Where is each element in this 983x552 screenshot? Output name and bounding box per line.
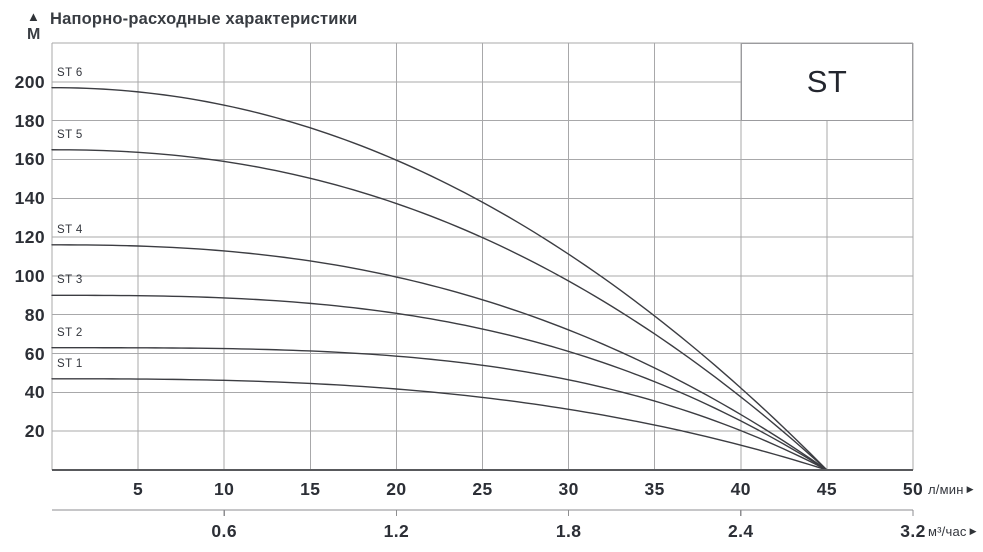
x2-tick-label: 3.2 xyxy=(900,521,926,541)
x-tick-label: 40 xyxy=(730,479,751,499)
x2-tick-label: 1.2 xyxy=(383,521,410,541)
y-tick-label: 100 xyxy=(14,265,45,286)
y-tick-label: 60 xyxy=(24,343,45,364)
y-axis-arrow-icon: ▲ xyxy=(27,9,40,24)
series-family-badge-label: ST xyxy=(806,64,848,99)
x-axis-unit-label: л/мин ▶ xyxy=(928,482,974,497)
x-tick-label: 5 xyxy=(133,479,144,499)
x-tick-label: 15 xyxy=(300,479,321,499)
pump-curve xyxy=(51,149,828,471)
pump-curve xyxy=(51,86,828,471)
x2-axis-unit-label: м³/час ▶ xyxy=(928,524,977,539)
x-tick-label: 20 xyxy=(386,479,407,499)
curve-label: ST 1 xyxy=(57,357,83,370)
y-tick-label: 80 xyxy=(24,304,45,325)
y-tick-label: 140 xyxy=(14,188,45,209)
pump-curve xyxy=(51,378,828,471)
curve-label: ST 2 xyxy=(57,326,83,339)
x-tick-label: 25 xyxy=(472,479,493,499)
pump-curve xyxy=(51,244,828,471)
x2-tick-label: 1.8 xyxy=(555,521,582,541)
y-tick-label: 120 xyxy=(14,227,45,248)
y-tick-label: 200 xyxy=(14,71,45,92)
x-tick-label: 30 xyxy=(558,479,579,499)
x2-tick-label: 2.4 xyxy=(728,521,754,541)
x-axis-unit-text: л/мин xyxy=(928,482,964,497)
x-tick-label: 10 xyxy=(214,479,235,499)
y-tick-label: 40 xyxy=(24,382,45,403)
x-tick-label: 45 xyxy=(816,479,838,499)
y-tick-label: 160 xyxy=(14,149,45,170)
chart-title: Напорно-расходные характеристики xyxy=(50,10,358,28)
y-axis-unit-label: М xyxy=(27,26,41,43)
x2-axis-unit-text: м³/час xyxy=(928,524,967,539)
y-tick-label: 20 xyxy=(24,421,45,442)
x-tick-label: 35 xyxy=(644,479,665,499)
pump-curve xyxy=(51,294,828,471)
curve-label: ST 6 xyxy=(57,66,83,79)
series-family-badge: ST xyxy=(741,43,913,121)
curve-label: ST 4 xyxy=(57,223,83,236)
y-tick-label: 180 xyxy=(14,110,45,131)
x-axis-arrow-icon: ▶ xyxy=(966,484,974,494)
x2-axis-arrow-icon: ▶ xyxy=(969,526,977,536)
curve-label: ST 5 xyxy=(57,128,83,141)
x-tick-label: 50 xyxy=(902,479,924,499)
curve-label: ST 3 xyxy=(57,274,83,287)
x2-tick-label: 0.6 xyxy=(211,521,237,541)
pump-curve xyxy=(51,347,828,471)
